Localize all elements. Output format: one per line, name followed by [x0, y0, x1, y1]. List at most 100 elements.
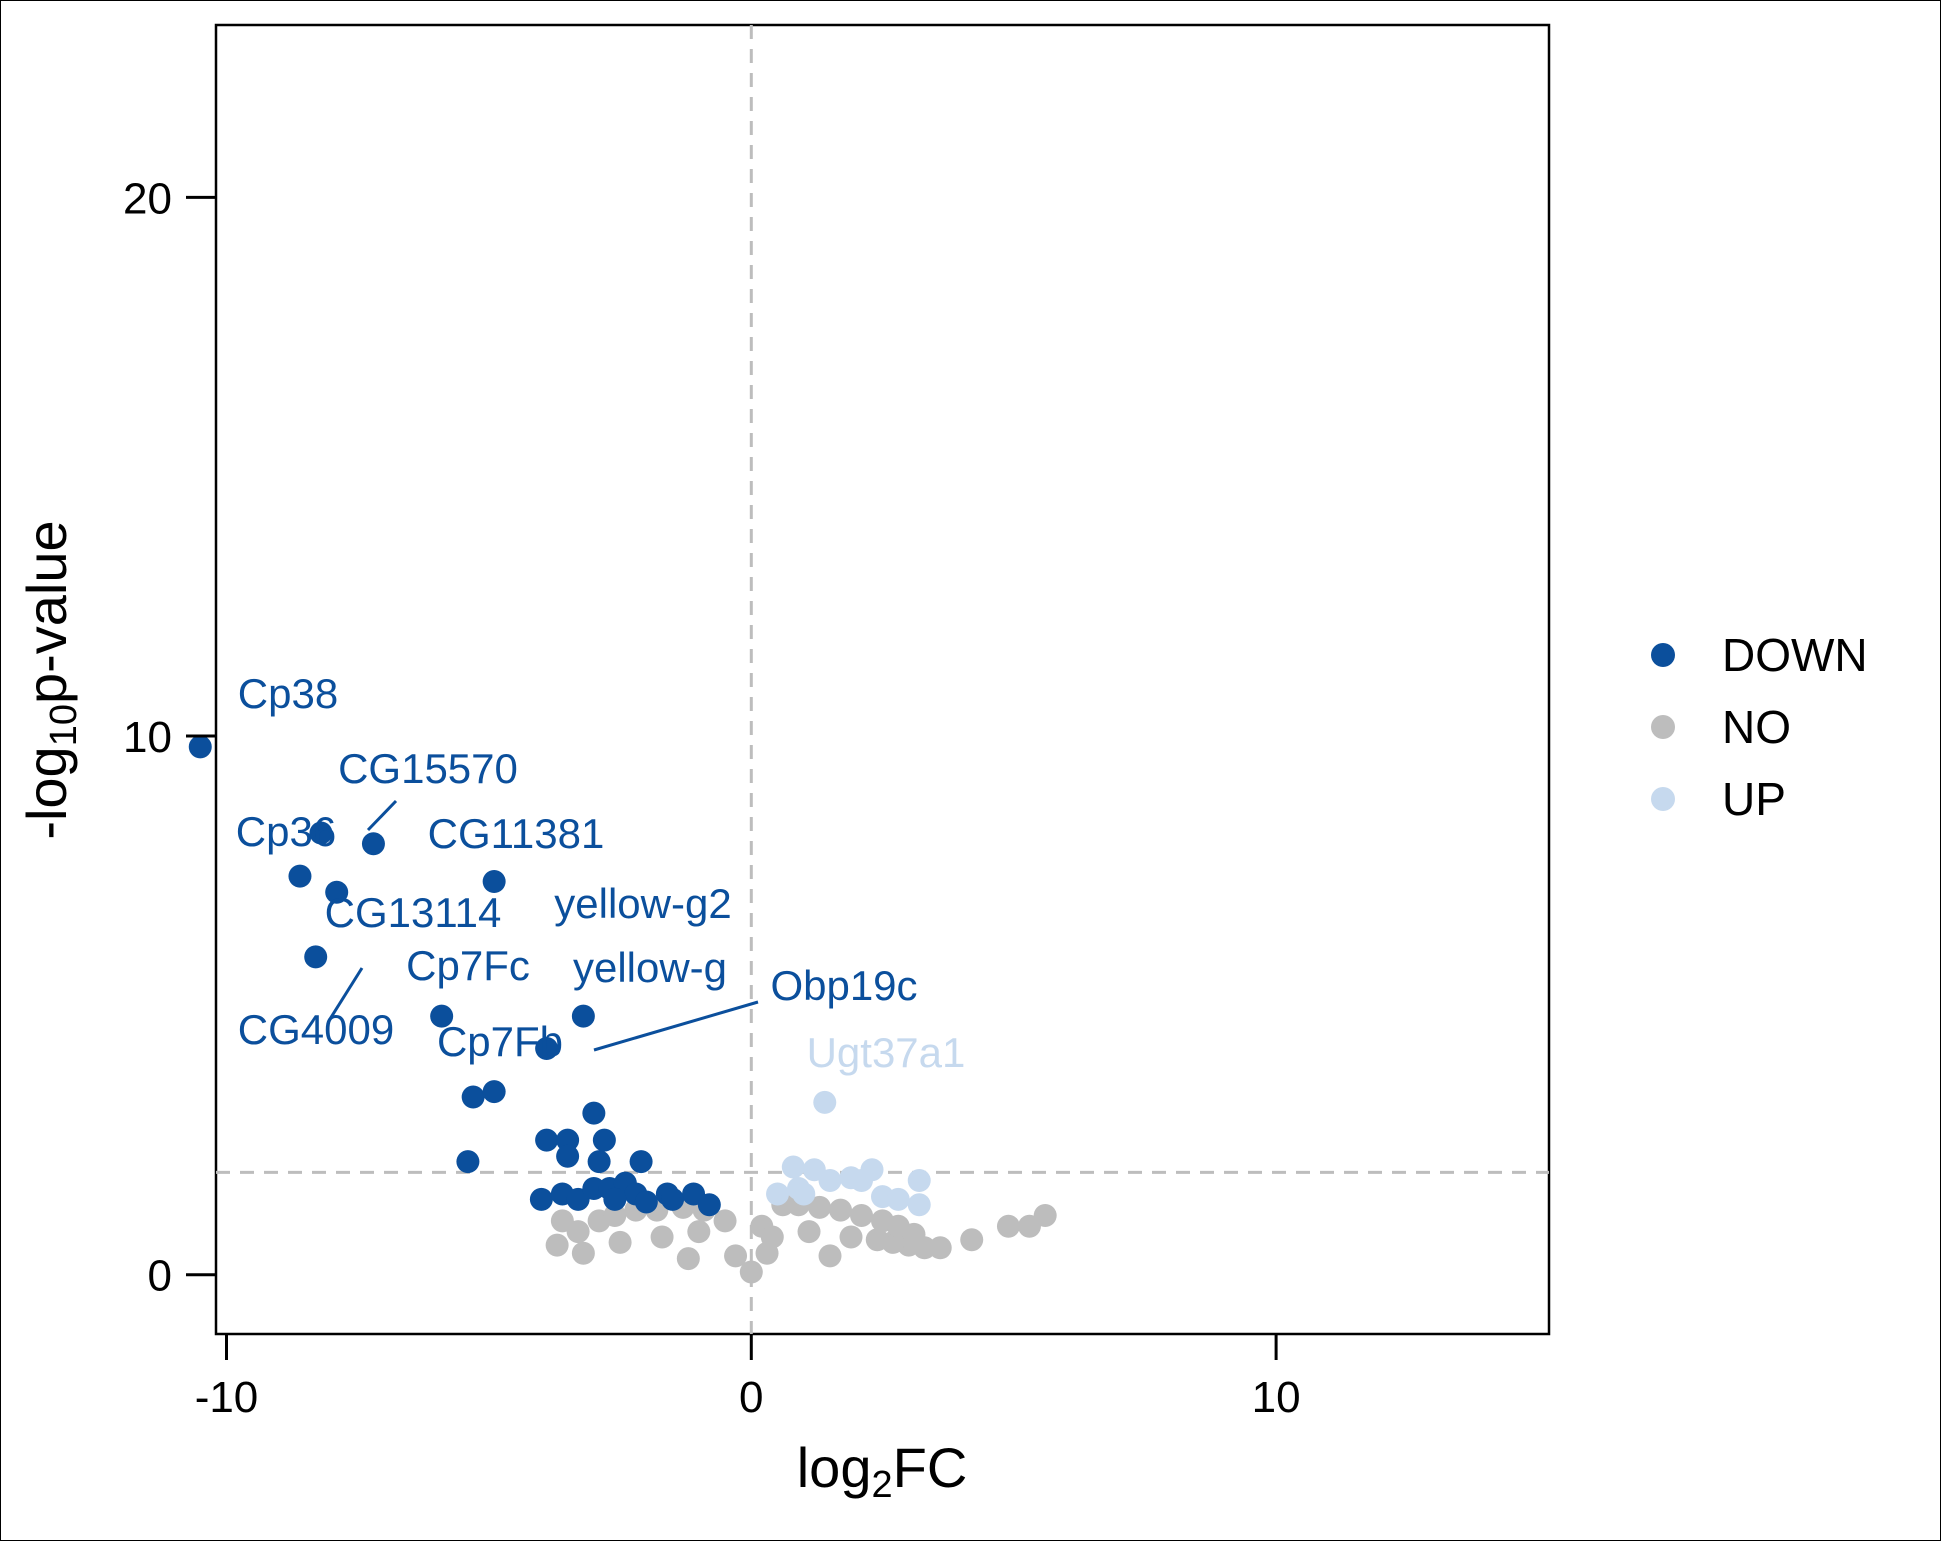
point-down	[529, 1187, 553, 1211]
point-up	[781, 1155, 805, 1179]
point-up	[907, 1193, 931, 1217]
legend: DOWN NO UP	[1651, 629, 1868, 825]
point-no	[850, 1203, 874, 1227]
point-down	[571, 1004, 595, 1028]
point-no	[713, 1209, 737, 1233]
legend-label: DOWN	[1722, 629, 1868, 681]
point-down	[582, 1101, 606, 1125]
threshold-lines	[216, 25, 1549, 1334]
legend-item-down: DOWN	[1651, 629, 1868, 681]
point-down	[634, 1190, 658, 1214]
x-tick-label: 10	[1252, 1373, 1301, 1422]
y-axis-title-subscript: 10	[43, 704, 85, 746]
gene-label: CG11381	[428, 810, 605, 857]
y-tick-label: 20	[123, 174, 172, 223]
point-down	[456, 1150, 480, 1174]
point-no	[608, 1230, 632, 1254]
series-up	[766, 1090, 931, 1217]
point-no	[902, 1222, 926, 1246]
point-down	[603, 1187, 627, 1211]
y-axis-title-base: -log	[15, 746, 78, 839]
point-down	[482, 1080, 506, 1104]
x-tick-label: 0	[739, 1373, 763, 1422]
point-no	[928, 1236, 952, 1260]
gene-label-connector	[366, 799, 398, 832]
point-no	[687, 1220, 711, 1244]
gene-label: Cp7Fc	[406, 942, 530, 989]
point-down	[461, 1085, 485, 1109]
point-no	[996, 1214, 1020, 1238]
point-no	[960, 1228, 984, 1252]
point-no	[865, 1228, 889, 1252]
legend-key	[1651, 715, 1675, 739]
point-no	[839, 1225, 863, 1249]
point-up	[818, 1168, 842, 1192]
gene-label: yellow-g	[573, 944, 727, 991]
y-tick-label: 0	[148, 1252, 172, 1301]
point-up	[886, 1187, 910, 1211]
point-down	[582, 1177, 606, 1201]
plot-panel	[214, 23, 1551, 1336]
legend-item-no: NO	[1651, 701, 1791, 753]
gene-label-connector	[328, 967, 364, 1020]
point-down	[430, 1004, 454, 1028]
point-down	[587, 1150, 611, 1174]
point-down	[556, 1128, 580, 1152]
point-no	[755, 1241, 779, 1265]
point-no	[739, 1260, 763, 1284]
point-down	[304, 945, 328, 969]
point-no	[571, 1241, 595, 1265]
point-down	[188, 735, 212, 759]
legend-label: UP	[1722, 773, 1786, 825]
gene-label: Cp7Fb	[437, 1018, 563, 1065]
point-no	[829, 1198, 853, 1222]
legend-key	[1651, 787, 1675, 811]
point-down	[361, 832, 385, 856]
point-no	[724, 1244, 748, 1268]
point-up	[813, 1090, 837, 1114]
x-axis-title: log2FC	[797, 1436, 968, 1506]
point-down	[482, 870, 506, 894]
x-axis: -10 0 10	[195, 1334, 1301, 1422]
series-down	[188, 735, 721, 1217]
x-tick-label: -10	[195, 1373, 259, 1422]
gene-label: CG15570	[338, 745, 518, 792]
gene-label: CG4009	[238, 1006, 394, 1053]
point-up	[792, 1182, 816, 1206]
x-axis-title-subscript: 2	[871, 1464, 892, 1506]
y-axis-title: -log10p-value	[15, 520, 85, 839]
gene-label: Cp36	[236, 808, 336, 855]
y-axis-title-rest: p-value	[15, 520, 78, 704]
point-no	[566, 1220, 590, 1244]
gene-label: Obp19c	[770, 962, 917, 1009]
gene-label: yellow-g2	[554, 880, 731, 927]
point-no	[545, 1233, 569, 1257]
point-down	[535, 1036, 559, 1060]
point-down	[535, 1128, 559, 1152]
gene-label: CG13114	[325, 889, 502, 936]
gene-label: Ugt37a1	[807, 1029, 966, 1076]
point-down	[661, 1187, 685, 1211]
gene-label: Cp38	[238, 670, 338, 717]
point-down	[629, 1150, 653, 1174]
y-axis: 0 10 20	[123, 174, 216, 1301]
point-no	[603, 1203, 627, 1227]
point-down	[592, 1128, 616, 1152]
x-axis-title-base: log	[797, 1436, 872, 1499]
point-up	[907, 1168, 931, 1192]
point-no	[1033, 1203, 1057, 1227]
legend-item-up: UP	[1651, 773, 1786, 825]
point-up	[766, 1182, 790, 1206]
point-no	[650, 1225, 674, 1249]
point-up	[850, 1168, 874, 1192]
y-tick-label: 10	[123, 713, 172, 762]
legend-key	[1651, 643, 1675, 667]
x-axis-title-rest: FC	[893, 1436, 968, 1499]
point-down	[309, 821, 333, 845]
legend-label: NO	[1722, 701, 1791, 753]
point-down	[325, 880, 349, 904]
gene-label-connector	[593, 1000, 759, 1052]
point-no	[797, 1220, 821, 1244]
point-down	[288, 864, 312, 888]
